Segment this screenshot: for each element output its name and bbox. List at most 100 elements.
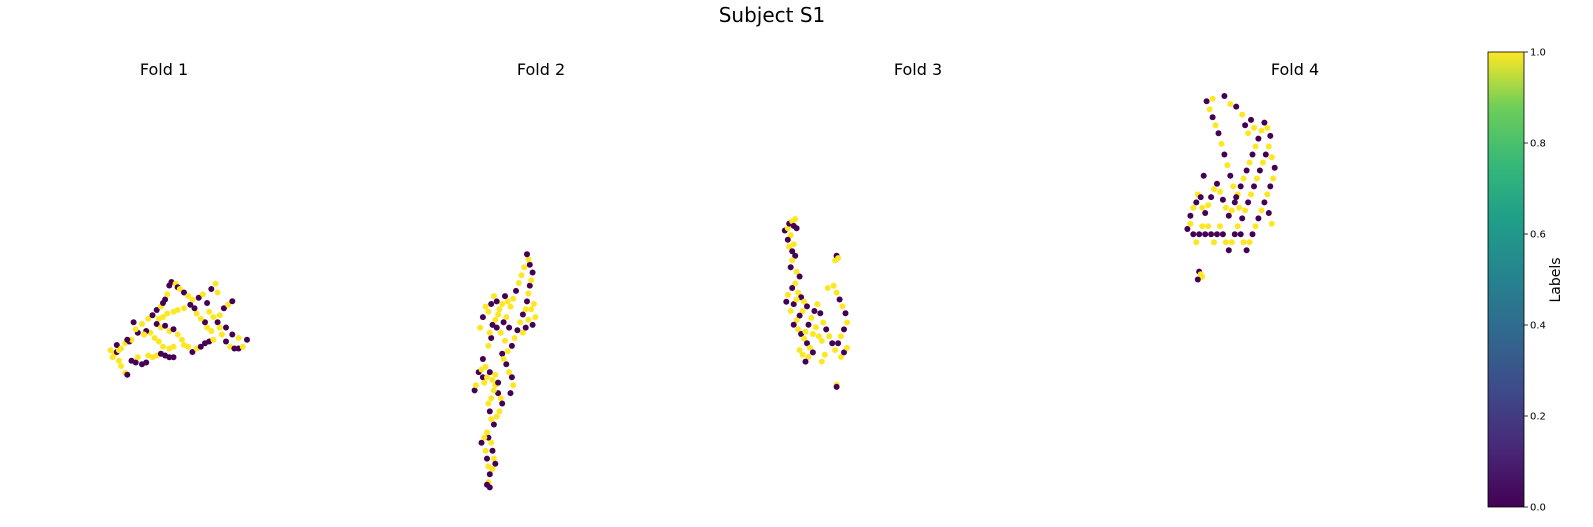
scatter-point — [804, 340, 810, 347]
scatter-point — [786, 243, 793, 250]
scatter-point — [1222, 204, 1229, 211]
scatter-point — [1228, 207, 1235, 214]
scatter-point — [532, 314, 539, 321]
scatter-point — [502, 337, 508, 344]
scatter-point — [517, 319, 524, 326]
scatter-point — [206, 308, 213, 315]
scatter-point — [792, 252, 799, 259]
scatter-point — [504, 348, 511, 355]
scatter-point — [482, 363, 489, 370]
scatter-point — [134, 354, 141, 361]
scatter-point — [1211, 239, 1217, 246]
scatter-point — [503, 361, 510, 368]
scatter-point — [191, 305, 198, 312]
scatter-point — [1265, 210, 1272, 216]
scatter-point — [492, 316, 499, 323]
scatter-point — [495, 311, 502, 318]
scatter-point — [482, 447, 489, 454]
scatter-point — [484, 455, 490, 462]
scatter-point — [486, 369, 493, 376]
scatter-point — [164, 291, 171, 298]
scatter-point — [1242, 207, 1249, 214]
scatter-point — [1239, 215, 1246, 222]
scatter-point — [1219, 231, 1226, 238]
scatter-point — [231, 345, 238, 352]
scatter-point — [1233, 194, 1240, 201]
scatter-point — [488, 301, 495, 307]
scatter-point — [1264, 124, 1271, 131]
scatter-point — [801, 335, 807, 342]
scatter-point — [1227, 101, 1234, 107]
scatter-point — [1211, 186, 1217, 193]
scatter-point — [484, 481, 490, 488]
scatter-point — [835, 255, 842, 262]
scatter-point — [1237, 183, 1244, 190]
scatter-point — [189, 349, 196, 355]
scatter-point — [488, 335, 495, 341]
scatter-point — [489, 447, 496, 454]
scatter-point — [1231, 231, 1238, 238]
scatter-point — [1219, 196, 1226, 203]
scatter-point — [212, 280, 219, 287]
scatter-point — [1228, 239, 1235, 246]
scatter-point — [153, 307, 160, 313]
scatter-point — [783, 298, 790, 305]
scatter-point — [479, 314, 486, 321]
scatter-point — [1271, 164, 1278, 171]
scatter-point — [481, 434, 488, 441]
scatter-point — [1212, 122, 1219, 129]
scatter-point — [1193, 199, 1200, 206]
scatter-point — [195, 294, 202, 301]
scatter-point — [524, 298, 530, 305]
scatter-point — [497, 329, 504, 336]
scatter-point — [208, 328, 215, 334]
scatter-point — [508, 374, 515, 381]
scatter-point — [519, 329, 526, 336]
scatter-point — [485, 463, 492, 470]
scatter-point — [170, 343, 177, 350]
scatter-point — [528, 306, 535, 313]
scatter-point — [842, 310, 849, 317]
scatter-point — [838, 333, 844, 340]
scatter-point — [841, 326, 847, 333]
scatter-point — [153, 321, 160, 327]
scatter-point — [484, 429, 490, 436]
scatter-point — [808, 314, 815, 321]
scatter-point — [118, 363, 124, 369]
scatter-point — [210, 314, 217, 320]
scatter-point — [832, 347, 839, 354]
scatter-point — [504, 298, 511, 305]
scatter-point — [1231, 199, 1238, 206]
scatter-point — [500, 319, 507, 326]
colorbar-tick-label: 1.0 — [1530, 48, 1546, 59]
scatter-point — [804, 303, 810, 310]
scatter-point — [796, 347, 803, 354]
scatter-point — [1196, 231, 1203, 238]
scatter-point — [202, 319, 208, 326]
scatter-point — [128, 336, 135, 343]
scatter-point — [130, 319, 137, 326]
scatter-point — [187, 301, 194, 308]
scatter-point — [529, 321, 536, 328]
scatter-point — [839, 303, 846, 310]
scatter-point — [809, 331, 816, 337]
scatter-point — [244, 336, 250, 343]
scatter-point — [798, 331, 805, 337]
scatter-point — [1265, 143, 1272, 150]
scatter-point — [507, 303, 514, 310]
fold-panel-1: Fold 1 — [107, 60, 250, 378]
scatter-point — [499, 301, 506, 307]
scatter-point — [493, 324, 500, 331]
scatter-point — [170, 308, 177, 315]
scatter-point — [484, 374, 490, 381]
scatter-point — [506, 369, 513, 376]
scatter-point — [784, 291, 791, 298]
scatter-point — [784, 225, 791, 232]
scatter-point — [1246, 239, 1253, 246]
scatter-point — [164, 310, 171, 317]
scatter-point — [174, 331, 181, 338]
scatter-point — [1234, 223, 1241, 230]
scatter-point — [1200, 172, 1207, 179]
scatter-point — [492, 460, 499, 467]
scatter-point — [1199, 273, 1206, 280]
